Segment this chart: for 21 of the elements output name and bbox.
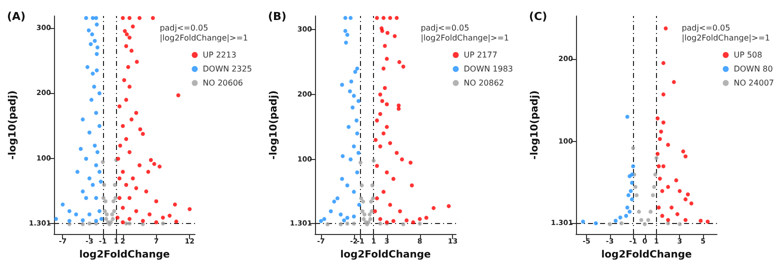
legend-label: UP 2213 [202,50,236,60]
legend-label: DOWN 80 [734,64,773,74]
x-axis-title: log2FoldChange [79,250,170,260]
y-axis-title: -log10(padj) [530,90,540,160]
chart-title: (B) [268,10,286,23]
x-axis-title: log2FoldChange [340,250,432,260]
legend-label: DOWN 1983 [464,64,514,74]
legend-label: UP 2177 [464,50,498,60]
legend-title: padj<=0.05 |log2FoldChange|>=1 [682,24,770,42]
legend-label: NO 24007 [734,78,774,88]
chart-title: (A) [7,10,26,23]
legend-label: UP 508 [734,50,762,60]
chart-title: (C) [529,10,548,23]
legend-label: NO 20606 [202,78,244,88]
x-axis-title: log2FoldChange [601,250,692,260]
y-axis-title: -log10(padj) [8,90,18,160]
legend-label: DOWN 2325 [202,64,252,74]
legend-title: padj<=0.05 |log2FoldChange|>=1 [160,24,248,42]
legend-label: NO 20862 [464,78,504,88]
y-axis-title: -log10(padj) [268,90,280,160]
legend-title: padj<=0.05 |log2FoldChange|>=1 [420,24,509,42]
